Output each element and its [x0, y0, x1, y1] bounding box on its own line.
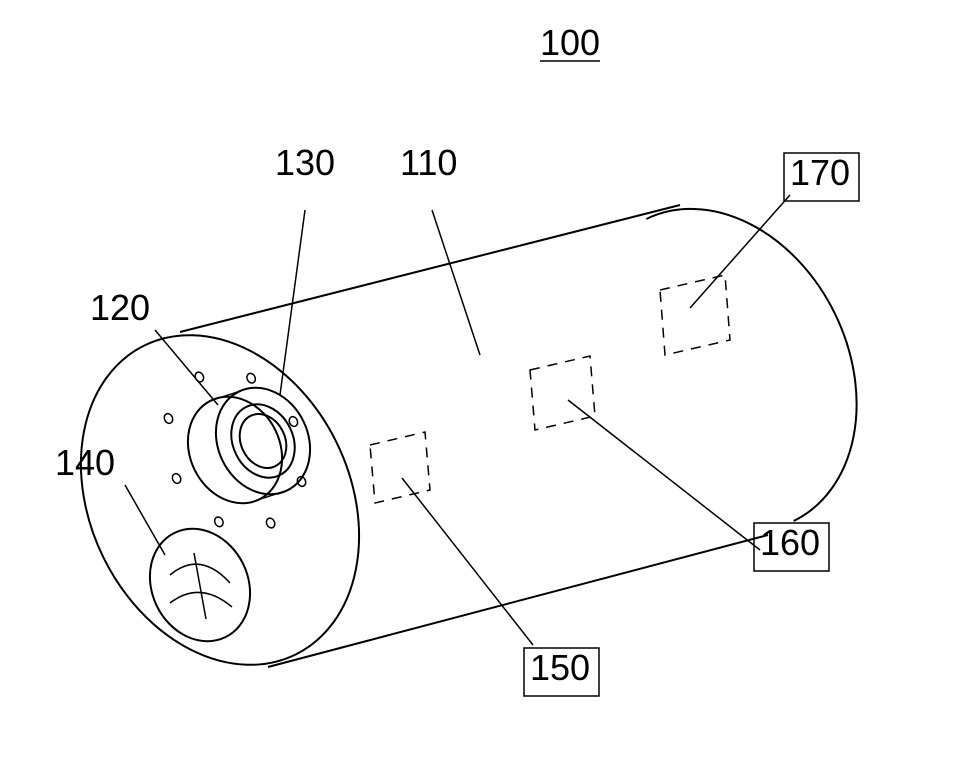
bolt-hole [171, 472, 183, 484]
label-text-130: 130 [275, 142, 335, 183]
label-170: 170 [784, 152, 859, 201]
bolt-hole [245, 372, 257, 384]
panel-160-panel [530, 356, 595, 430]
label-text-110: 110 [400, 142, 457, 183]
bolt-hole [265, 517, 277, 529]
label-text-100: 100 [540, 22, 600, 63]
label-100: 100 [540, 22, 600, 63]
bolt-hole [213, 516, 225, 528]
label-text-150: 150 [530, 647, 590, 688]
label-130: 130 [275, 142, 335, 183]
label-text-140: 140 [55, 442, 115, 483]
label-text-160: 160 [760, 522, 820, 563]
label-110: 110 [400, 142, 457, 183]
label-140: 140 [55, 442, 115, 483]
bolt-hole [163, 412, 175, 424]
label-text-170: 170 [790, 152, 850, 193]
panel-170-panel [660, 275, 730, 355]
label-text-120: 120 [90, 287, 150, 328]
panel-150-panel [370, 432, 430, 503]
label-150: 150 [524, 647, 599, 696]
label-160: 160 [754, 522, 829, 571]
label-120: 120 [90, 287, 150, 328]
bolt-hole [296, 475, 308, 487]
